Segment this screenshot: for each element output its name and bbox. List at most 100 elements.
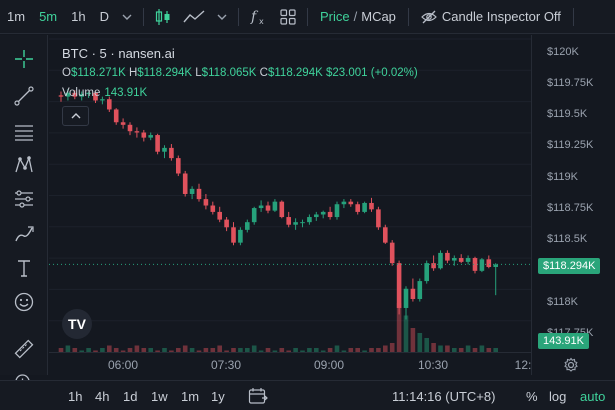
volume-bar	[410, 328, 416, 353]
candle-body	[307, 217, 312, 223]
candle-body	[176, 158, 181, 174]
candlestick-chart[interactable]	[49, 35, 531, 375]
volume-bar	[245, 348, 250, 353]
toolbar-divider	[142, 7, 144, 26]
svg-text:f: f	[250, 9, 259, 25]
candle-body	[369, 202, 374, 210]
timezone-clock[interactable]: 11:14:16 (UTC+8)	[392, 389, 496, 404]
candle-body	[210, 205, 216, 212]
volume-bar	[107, 345, 112, 353]
high-value: $118.294K	[137, 67, 193, 79]
candle-body	[403, 288, 409, 308]
volume-bar	[341, 350, 347, 353]
trend-line-icon[interactable]	[12, 84, 36, 108]
layout-grid-icon[interactable]	[274, 0, 302, 34]
date-range-calendar-icon[interactable]	[248, 387, 268, 408]
candle-body	[217, 211, 222, 220]
ruler-icon[interactable]	[12, 337, 36, 361]
volume-bar	[189, 348, 195, 353]
volume-bar	[258, 350, 264, 353]
emoji-icon[interactable]	[12, 290, 36, 314]
volume-bar	[238, 348, 243, 353]
volume-value: 143.91K	[104, 87, 148, 99]
candle-body	[293, 222, 298, 225]
collapse-legend-button[interactable]	[62, 106, 89, 126]
price-axis[interactable]: $120K $119.75K $119.5K $119.25K $119K $1…	[531, 35, 615, 375]
low-value: $118.065K	[201, 67, 257, 79]
volume-bar	[438, 345, 443, 353]
candle-body	[327, 211, 333, 218]
candle-inspector-button[interactable]: Candle Inspector Off	[414, 0, 568, 34]
interval-1h[interactable]: 1h	[71, 9, 86, 24]
interval-dropdown-chevron-icon[interactable]	[116, 0, 138, 34]
high-key: H	[128, 67, 138, 79]
range-4h[interactable]: 4h	[95, 389, 110, 404]
volume-bar	[169, 350, 174, 353]
interval-d[interactable]: D	[99, 9, 109, 24]
volume-readout: Volume 143.91K	[62, 87, 147, 99]
candle-body	[383, 227, 388, 243]
volume-bar	[182, 345, 188, 353]
toolbar-divider	[572, 7, 574, 26]
candlestick-chart-type-icon[interactable]	[149, 0, 177, 34]
candle-body	[410, 288, 416, 300]
volume-bar	[369, 348, 374, 353]
volume-bar	[383, 345, 388, 353]
volume-bar	[141, 348, 147, 353]
percent-scale-toggle[interactable]: %	[526, 389, 538, 404]
candle-body	[141, 132, 147, 138]
volume-bar	[210, 348, 216, 353]
auto-scale-toggle[interactable]: auto	[580, 389, 606, 404]
candle-inspector-label: Candle Inspector Off	[441, 9, 561, 24]
mcap-toggle-label[interactable]: MCap	[361, 9, 396, 24]
candle-body	[438, 252, 443, 269]
volume-bar	[389, 343, 395, 353]
range-1w[interactable]: 1w	[151, 389, 168, 404]
candle-body	[493, 264, 498, 267]
chart-settings-gear-icon[interactable]	[560, 354, 582, 376]
candle-body	[148, 135, 153, 138]
candle-body	[348, 201, 354, 205]
brush-icon[interactable]	[12, 222, 36, 246]
toolbar-divider	[306, 7, 308, 26]
chart-canvas[interactable]	[49, 35, 531, 375]
line-chart-icon[interactable]	[177, 0, 211, 34]
interval-5m[interactable]: 5m	[39, 9, 58, 24]
volume-bar	[314, 348, 319, 353]
pattern-tool-icon[interactable]	[12, 153, 36, 177]
candle-body	[389, 242, 395, 264]
range-1h[interactable]: 1h	[68, 389, 83, 404]
range-1y[interactable]: 1y	[211, 389, 225, 404]
open-key: O	[62, 67, 71, 79]
candle-body	[203, 199, 209, 206]
svg-text:x: x	[259, 17, 264, 26]
volume-bar	[79, 350, 84, 353]
range-1d[interactable]: 1d	[123, 389, 138, 404]
candle-body	[286, 217, 291, 225]
volume-bar	[120, 350, 126, 353]
price-toggle-label[interactable]: Price	[319, 9, 350, 24]
volume-bar	[334, 345, 340, 353]
volume-bar	[231, 348, 236, 353]
crosshair-icon[interactable]	[12, 47, 36, 71]
chart-type-dropdown-chevron-icon[interactable]	[211, 0, 233, 34]
time-tick: 07:30	[210, 358, 242, 372]
horizontal-lines-icon[interactable]	[12, 120, 36, 144]
range-1m[interactable]: 1m	[181, 389, 200, 404]
change-value: $23.001 (+0.02%)	[325, 67, 418, 79]
time-axis[interactable]: 06:00 07:30 09:00 10:30 12:	[49, 352, 531, 376]
candle-body	[72, 92, 78, 97]
fib-settings-icon[interactable]	[12, 187, 36, 211]
log-scale-toggle[interactable]: log	[549, 389, 567, 404]
tradingview-logo[interactable]: TV	[62, 309, 92, 339]
interval-1m[interactable]: 1m	[7, 9, 26, 24]
volume-bar	[362, 350, 367, 353]
candle-body	[155, 135, 160, 152]
volume-bar	[113, 348, 119, 353]
text-tool-icon[interactable]	[12, 256, 36, 280]
volume-bar	[493, 348, 498, 353]
price-mcap-toggle[interactable]: Price / MCap	[313, 0, 403, 34]
volume-bar	[58, 348, 64, 353]
volume-bar	[279, 348, 285, 353]
